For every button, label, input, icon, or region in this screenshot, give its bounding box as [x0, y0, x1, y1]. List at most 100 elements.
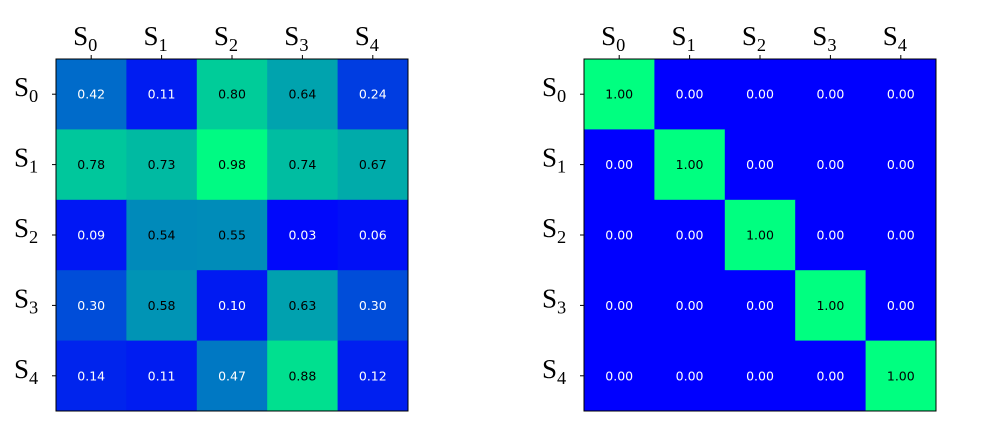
cell-value-r4-c0: 0.00 [605, 368, 633, 383]
heatmap-cell-r4-c1 [654, 340, 726, 412]
y-tick-label-2: S2 [542, 213, 566, 247]
heatmap-cell-r4-c1 [126, 340, 198, 412]
heatmap-cell-r2-c2 [724, 199, 796, 271]
cell-value-r0-c0: 0.42 [77, 87, 105, 102]
y-tick-label-4: S4 [542, 354, 566, 388]
cell-value-r1-c4: 0.67 [359, 157, 387, 172]
cell-value-r2-c3: 0.00 [816, 228, 844, 243]
cell-value-r0-c1: 0.11 [148, 87, 176, 102]
heatmap-cell-r2-c0 [584, 199, 655, 271]
cell-value-r0-c1: 0.00 [676, 87, 704, 102]
heatmap-cell-r0-c3 [267, 59, 339, 130]
cell-value-r0-c2: 0.00 [746, 87, 774, 102]
heatmap-cell-r3-c2 [196, 270, 268, 342]
heatmap-cell-r4-c3 [267, 340, 339, 412]
heatmap-cell-r4-c2 [196, 340, 268, 412]
cell-value-r4-c4: 0.12 [359, 368, 387, 383]
y-tick-label-2: S2 [14, 213, 38, 247]
cell-value-r3-c0: 0.30 [77, 298, 105, 313]
heatmap-cell-r1-c0 [56, 129, 127, 201]
cell-value-r2-c2: 0.55 [218, 228, 246, 243]
heatmap-left: 0.42 0.11 0.80 0.64 0.24 0.78 0.73 0.98 0.74 0.67… [14, 21, 409, 412]
heatmap-cell-r3-c1 [654, 270, 726, 342]
heatmap-cell-r3-c0 [56, 270, 127, 342]
cell-value-r4-c2: 0.00 [746, 368, 774, 383]
heatmap-cell-r0-c3 [795, 59, 867, 130]
cell-value-r4-c4: 1.00 [887, 368, 915, 383]
y-tick-label-1: S1 [14, 143, 38, 177]
heatmap-cell-r0-c2 [724, 59, 796, 130]
cell-value-r1-c0: 0.00 [605, 157, 633, 172]
cell-value-r3-c3: 0.63 [288, 298, 316, 313]
cell-value-r0-c3: 0.00 [816, 87, 844, 102]
heatmap-cell-r4-c4 [865, 340, 937, 412]
heatmap-cell-r2-c3 [267, 199, 339, 271]
heatmap-cell-r4-c0 [584, 340, 655, 412]
heatmap-cell-r0-c0 [584, 59, 655, 130]
heatmap-cell-r4-c4 [337, 340, 409, 412]
cell-value-r2-c4: 0.06 [359, 228, 387, 243]
heatmap-cell-r2-c1 [126, 199, 198, 271]
cell-value-r3-c4: 0.00 [887, 298, 915, 313]
x-tick-label-4: S4 [355, 21, 379, 55]
heatmap-cell-r0-c2 [196, 59, 268, 130]
heatmap-cell-r0-c1 [654, 59, 726, 130]
x-tick-label-1: S1 [143, 21, 167, 55]
heatmap-cell-r3-c4 [865, 270, 937, 342]
heatmap-cell-r0-c4 [337, 59, 409, 130]
heatmap-cell-r4-c0 [56, 340, 127, 412]
cell-value-r0-c3: 0.64 [288, 87, 316, 102]
heatmap-cell-r1-c4 [337, 129, 409, 201]
cell-value-r0-c4: 0.00 [887, 87, 915, 102]
cell-value-r1-c4: 0.00 [887, 157, 915, 172]
cell-value-r1-c3: 0.00 [816, 157, 844, 172]
heatmap-cell-r1-c4 [865, 129, 937, 201]
cell-value-r3-c4: 0.30 [359, 298, 387, 313]
y-tick-label-1: S1 [542, 143, 566, 177]
heatmap-cell-r3-c2 [724, 270, 796, 342]
heatmap-cell-r4-c2 [724, 340, 796, 412]
cell-value-r4-c0: 0.14 [77, 368, 105, 383]
cell-value-r2-c3: 0.03 [288, 228, 316, 243]
heatmap-cell-r2-c0 [56, 199, 127, 271]
cell-value-r4-c2: 0.47 [218, 368, 246, 383]
heatmap-cell-r0-c0 [56, 59, 127, 130]
y-tick-label-4: S4 [14, 354, 38, 388]
heatmap-cell-r1-c1 [654, 129, 726, 201]
cell-value-r2-c0: 0.09 [77, 228, 105, 243]
cell-value-r1-c1: 0.73 [148, 157, 176, 172]
heatmap-cell-r3-c0 [584, 270, 655, 342]
heatmap-cell-r2-c4 [337, 199, 409, 271]
heatmap-cell-r2-c3 [795, 199, 867, 271]
cell-value-r3-c3: 1.00 [816, 298, 844, 313]
cell-value-r2-c0: 0.00 [605, 228, 633, 243]
heatmap-cell-r0-c1 [126, 59, 198, 130]
cell-value-r1-c1: 1.00 [676, 157, 704, 172]
x-tick-label-3: S3 [812, 21, 836, 55]
cell-value-r1-c2: 0.00 [746, 157, 774, 172]
cell-value-r1-c3: 0.74 [288, 157, 316, 172]
heatmap-cell-r2-c4 [865, 199, 937, 271]
cell-value-r3-c2: 0.00 [746, 298, 774, 313]
cell-value-r0-c4: 0.24 [359, 87, 387, 102]
heatmap-cell-r1-c3 [267, 129, 339, 201]
y-tick-label-3: S3 [14, 283, 38, 317]
cell-value-r3-c1: 0.00 [676, 298, 704, 313]
cell-value-r3-c1: 0.58 [148, 298, 176, 313]
cell-value-r0-c2: 0.80 [218, 87, 246, 102]
heatmap-cell-r3-c3 [267, 270, 339, 342]
cell-value-r2-c2: 1.00 [746, 228, 774, 243]
cell-value-r4-c3: 0.88 [288, 368, 316, 383]
heatmap-cell-r1-c2 [196, 129, 268, 201]
y-tick-label-0: S0 [542, 72, 566, 106]
cell-value-r1-c0: 0.78 [77, 157, 105, 172]
heatmap-right: 1.00 0.00 0.00 0.00 0.00 0.00 1.00 0.00 0.00 0.00… [542, 21, 937, 412]
cell-value-r2-c1: 0.00 [676, 228, 704, 243]
heatmap-cell-r1-c1 [126, 129, 198, 201]
x-tick-label-2: S2 [742, 21, 766, 55]
cell-value-r2-c4: 0.00 [887, 228, 915, 243]
y-tick-label-0: S0 [14, 72, 38, 106]
cell-value-r2-c1: 0.54 [148, 228, 176, 243]
heatmap-cell-r2-c2 [196, 199, 268, 271]
